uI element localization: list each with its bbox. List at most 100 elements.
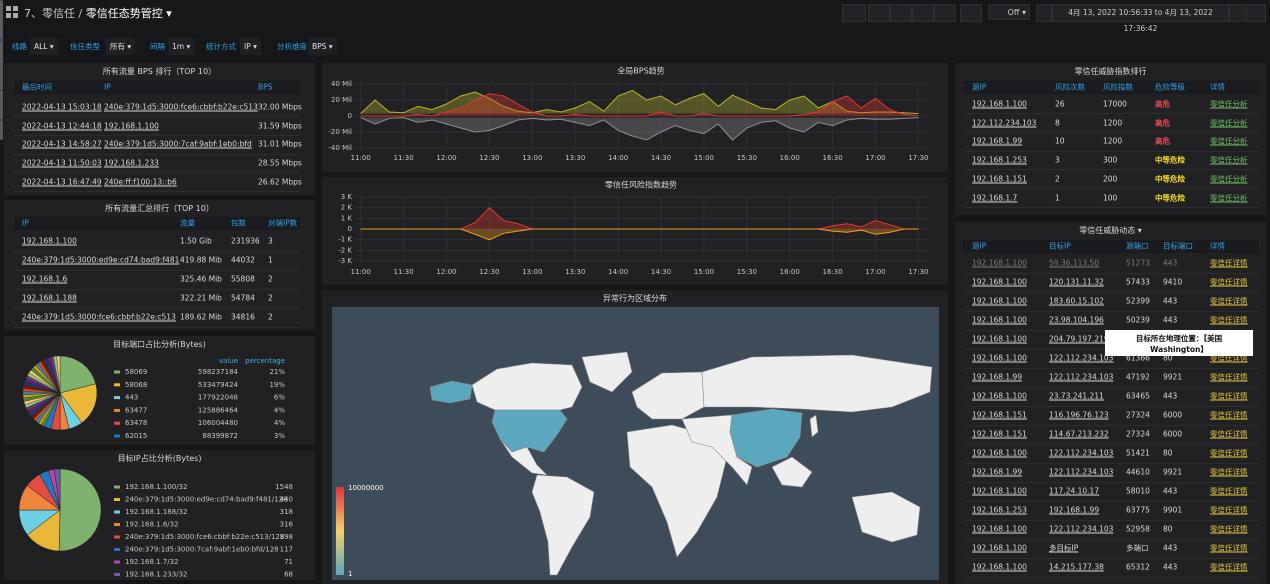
table-cell[interactable]: 2022-04-13 15:03:18 [22,102,102,112]
tv-mode-button[interactable] [960,4,982,22]
table-cell[interactable]: 零信任详情 [1210,429,1248,439]
table-cell[interactable]: 122.112.234.103 [1049,372,1114,382]
table-cell[interactable]: 192.168.1.100 [972,277,1027,287]
filter-value[interactable]: BPS [308,38,337,55]
filter-label[interactable]: 信任类型 [66,38,104,55]
column-header[interactable]: 风险次数 [1055,82,1085,92]
column-header[interactable]: 流量 [180,218,195,228]
table-cell[interactable]: 零信任详情 [1210,562,1248,572]
country[interactable] [851,491,921,543]
table-cell[interactable]: 2022-04-13 14:58:27 [22,139,102,149]
filter-label[interactable]: 间隔 [146,38,169,55]
table-cell[interactable]: 192.168.1.100 [22,236,77,246]
table-cell[interactable]: 192.168.1.100 [972,448,1027,458]
filter-label[interactable]: 分析维度 [273,38,311,55]
filter-label[interactable]: 统计方式 [202,38,240,55]
table-cell[interactable]: 零信任分析 [1210,193,1248,202]
table-cell[interactable]: 零信任分析 [1210,136,1248,146]
table-cell[interactable]: 2022-04-13 11:50:03 [22,158,102,168]
table-cell[interactable]: 零信任详情 [1210,315,1248,325]
column-header[interactable]: 源IP [972,82,987,92]
folder-name[interactable]: 7、零信任 [24,7,75,20]
table-cell[interactable]: 192.168.1.233 [104,158,159,168]
zoom-out-button[interactable] [1246,4,1266,22]
table-cell[interactable]: 2022-04-13 12:44:18 [22,121,102,131]
table-cell[interactable]: 零信任详情 [1210,296,1248,306]
table-cell[interactable]: 零信任详情 [1210,353,1248,363]
table-cell[interactable]: 192.168.1.151 [972,410,1027,420]
time-back-button[interactable] [1036,4,1052,22]
time-picker[interactable]: 4月 13, 2022 10:56:33 to 4月 13, 2022 17:3… [1052,4,1229,33]
table-cell[interactable]: 零信任分析 [1210,99,1248,109]
table-cell[interactable]: 240e:379:1d5:3000:7caf:9abf:1eb0:bfd [104,139,252,149]
table-cell[interactable]: 零信任分析 [1210,155,1248,165]
table-cell[interactable]: 192.168.1.99 [972,467,1023,477]
table-cell[interactable]: 零信任分析 [1210,174,1248,184]
country[interactable] [581,351,633,393]
table-cell[interactable]: 192.168.1.99 [972,372,1023,382]
table-cell[interactable]: 192.168.1.100 [972,99,1027,109]
table-cell[interactable]: 零信任详情 [1210,448,1248,458]
table-cell[interactable]: 240e:379:1d5:3000:fce6:cbbf:b22e:c513 [104,102,258,112]
table-cell[interactable]: 192.168.1.100 [104,121,159,131]
table-cell[interactable]: 116.196.76.123 [1049,410,1109,420]
column-header[interactable]: BPS [258,82,273,92]
table-cell[interactable]: 192.168.1.99 [1049,505,1100,515]
column-header[interactable]: 最后时间 [22,82,52,92]
table-cell[interactable]: 零信任详情 [1210,467,1248,477]
table-cell[interactable]: 14.215.177.38 [1049,562,1104,572]
table-cell[interactable]: 192.168.1.100 [972,258,1027,268]
table-cell[interactable]: 114.67.213.232 [1049,429,1109,439]
table-cell[interactable]: 192.168.1.100 [972,391,1027,401]
table-cell[interactable]: 122.112.234.103 [1049,467,1114,477]
time-forward-button[interactable] [1229,4,1245,22]
country[interactable] [471,362,583,411]
table-cell[interactable]: 192.168.1.100 [972,296,1027,306]
table-cell[interactable]: 122.112.234.103 [1049,524,1114,534]
table-cell[interactable]: 2022-04-13 16:47:49 [22,177,102,187]
table-cell[interactable]: 192.168.1.151 [972,429,1027,439]
table-cell[interactable]: 204.79.197.219 [1049,334,1109,344]
country-highlighted[interactable] [729,408,803,468]
column-header[interactable]: 源端口 [1126,241,1149,251]
table-cell[interactable]: 192.168.1.100 [972,562,1027,572]
country[interactable] [771,456,813,488]
table-cell[interactable]: 240e:379:1d5:3000:ed9e:cd74:bad9:f481 [22,255,180,265]
filter-value[interactable]: ALL [30,38,58,55]
column-header[interactable]: 源IP [972,241,987,251]
column-header[interactable]: 详情 [1210,241,1225,251]
share-button[interactable] [890,4,912,22]
country[interactable] [531,474,595,576]
table-cell[interactable]: 192.168.1.253 [972,155,1027,165]
table-cell[interactable]: 192.168.1.7 [972,193,1018,202]
table-cell[interactable]: 零信任详情 [1210,486,1248,496]
breadcrumb[interactable]: 7、零信任 / 零信任态势管控 [24,5,172,21]
column-header[interactable]: 详情 [1210,82,1225,92]
table-cell[interactable]: 零信任详情 [1210,258,1248,268]
table-cell[interactable]: 192.168.1.188 [22,293,77,303]
table-cell[interactable]: 多目标IP [1049,543,1079,553]
filter-value[interactable]: IP [240,38,261,55]
table-cell[interactable]: 59.36.113.50 [1049,258,1100,268]
table-cell[interactable]: 122.112.234.103 [1049,448,1114,458]
table-cell[interactable]: 192.168.1.100 [972,353,1027,363]
column-header[interactable]: 包数 [231,218,246,228]
table-cell[interactable]: 23.73.241.211 [1049,391,1104,401]
table-cell[interactable]: 192.168.1.100 [972,524,1027,534]
column-header[interactable]: 目标端口 [1163,241,1193,251]
country[interactable] [701,354,933,413]
settings-button[interactable] [934,4,956,22]
table-cell[interactable]: 192.168.1.99 [972,136,1023,146]
time-range[interactable]: 4月 13, 2022 10:56:33 to 4月 13, 2022 17:3… [1068,8,1213,33]
dashboard-title[interactable]: 零信任态势管控 [86,7,172,20]
star-button[interactable] [868,4,890,22]
table-cell[interactable]: 零信任详情 [1210,277,1248,287]
table-cell[interactable]: 192.168.1.100 [972,543,1027,553]
table-cell[interactable]: 零信任详情 [1210,505,1248,515]
table-cell[interactable]: 122.112.234.103 [1049,353,1114,363]
filter-value[interactable]: 1m [168,38,195,55]
table-cell[interactable]: 192.168.1.100 [972,486,1027,496]
column-header[interactable]: 危险等级 [1155,82,1185,92]
refresh-value[interactable]: Off [1008,8,1026,17]
filter-label[interactable]: 线路 [8,38,31,55]
